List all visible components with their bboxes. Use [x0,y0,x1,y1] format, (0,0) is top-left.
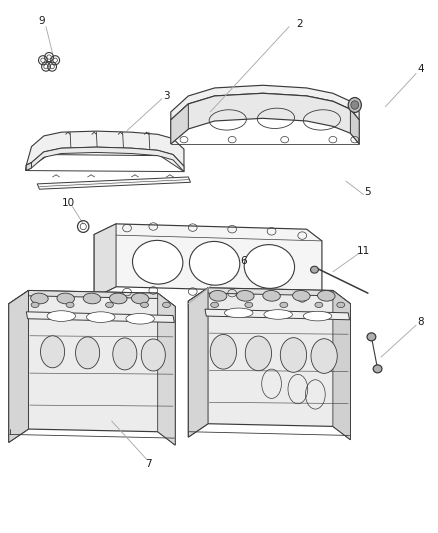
Ellipse shape [311,339,337,373]
Text: 2: 2 [297,19,304,29]
Ellipse shape [237,290,254,301]
Ellipse shape [190,241,240,285]
Text: 6: 6 [240,256,247,266]
Polygon shape [350,109,359,144]
Polygon shape [9,290,28,442]
Ellipse shape [315,302,323,308]
Ellipse shape [76,337,100,369]
Text: 9: 9 [38,17,45,26]
Polygon shape [26,131,184,166]
Ellipse shape [318,290,335,301]
Ellipse shape [83,293,101,304]
Ellipse shape [141,302,148,308]
Ellipse shape [209,290,227,301]
Ellipse shape [133,240,183,284]
Ellipse shape [245,302,253,308]
Ellipse shape [373,365,382,373]
Ellipse shape [113,338,137,370]
Text: 4: 4 [417,64,424,74]
Polygon shape [25,149,184,172]
Polygon shape [94,224,116,297]
Ellipse shape [293,290,310,301]
Polygon shape [188,288,350,309]
Polygon shape [171,93,359,144]
Ellipse shape [110,293,127,304]
Ellipse shape [126,313,154,324]
Ellipse shape [280,302,288,308]
Polygon shape [188,288,350,440]
Polygon shape [37,177,191,189]
Ellipse shape [210,335,237,369]
Polygon shape [9,290,175,445]
Ellipse shape [224,308,253,318]
Text: 8: 8 [417,318,424,327]
Ellipse shape [351,101,359,109]
Polygon shape [9,290,175,312]
Polygon shape [333,290,350,440]
Ellipse shape [337,302,345,308]
Polygon shape [26,312,174,322]
Ellipse shape [141,339,165,371]
Polygon shape [171,85,359,120]
Text: 10: 10 [61,198,74,207]
Ellipse shape [106,302,113,308]
Text: 3: 3 [163,91,170,101]
Polygon shape [205,309,350,320]
Ellipse shape [40,336,64,368]
Ellipse shape [280,338,307,372]
Ellipse shape [348,98,361,112]
Ellipse shape [131,293,149,304]
Ellipse shape [264,310,293,319]
Polygon shape [158,293,175,445]
Ellipse shape [57,293,74,304]
Polygon shape [188,288,208,437]
Text: 11: 11 [357,246,370,255]
Text: 5: 5 [364,187,371,197]
Ellipse shape [263,290,280,301]
Polygon shape [26,147,184,172]
Text: 7: 7 [145,459,152,469]
Ellipse shape [87,312,115,322]
Ellipse shape [311,266,318,273]
Ellipse shape [211,302,219,308]
Ellipse shape [31,293,48,304]
Polygon shape [171,104,188,144]
Ellipse shape [162,302,170,308]
Ellipse shape [66,302,74,308]
Ellipse shape [47,311,76,321]
Ellipse shape [367,333,376,341]
Ellipse shape [244,245,294,288]
Polygon shape [94,224,322,304]
Polygon shape [26,163,32,171]
Ellipse shape [303,311,332,321]
Ellipse shape [245,336,272,371]
Ellipse shape [31,302,39,308]
